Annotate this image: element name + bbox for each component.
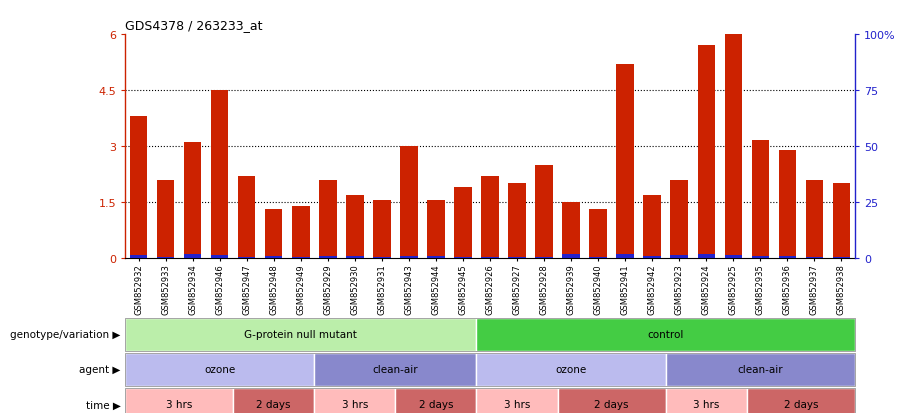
Bar — [562, 202, 580, 259]
Text: G-protein null mutant: G-protein null mutant — [244, 330, 357, 339]
Bar — [747, 388, 855, 413]
Bar — [832, 257, 850, 259]
Bar — [536, 165, 553, 259]
Bar — [644, 256, 661, 259]
Bar — [806, 257, 824, 259]
Bar — [670, 180, 688, 259]
Text: 2 days: 2 days — [784, 399, 818, 410]
Bar — [125, 353, 314, 386]
Text: genotype/variation ▶: genotype/variation ▶ — [10, 330, 121, 339]
Bar — [211, 255, 229, 259]
Bar — [752, 141, 770, 259]
Bar — [157, 180, 175, 259]
Bar — [233, 388, 314, 413]
Bar — [125, 318, 476, 351]
Bar — [292, 257, 310, 259]
Bar — [374, 201, 391, 259]
Text: 3 hrs: 3 hrs — [693, 399, 719, 410]
Text: time ▶: time ▶ — [86, 399, 121, 410]
Bar — [238, 257, 256, 259]
Bar — [314, 388, 395, 413]
Bar — [724, 35, 742, 259]
Bar — [319, 256, 337, 259]
Text: 3 hrs: 3 hrs — [166, 399, 193, 410]
Bar — [666, 353, 855, 386]
Bar — [752, 256, 770, 259]
Bar — [476, 388, 558, 413]
Bar — [806, 180, 824, 259]
Bar — [454, 188, 472, 259]
Bar — [395, 388, 476, 413]
Bar — [536, 257, 553, 259]
Text: GDS4378 / 263233_at: GDS4378 / 263233_at — [125, 19, 263, 32]
Text: 2 days: 2 days — [418, 399, 454, 410]
Bar — [558, 388, 666, 413]
Bar — [482, 257, 499, 259]
Text: ozone: ozone — [555, 365, 587, 375]
Bar — [616, 254, 634, 259]
Bar — [476, 353, 666, 386]
Bar — [562, 254, 580, 259]
Bar — [374, 257, 391, 259]
Bar — [428, 201, 445, 259]
Bar — [778, 256, 796, 259]
Bar — [400, 147, 418, 259]
Bar — [724, 255, 742, 259]
Bar — [778, 150, 796, 259]
Bar — [666, 388, 747, 413]
Bar — [616, 65, 634, 259]
Bar — [670, 255, 688, 259]
Bar — [346, 256, 364, 259]
Text: ozone: ozone — [204, 365, 235, 375]
Bar — [476, 318, 855, 351]
Text: 3 hrs: 3 hrs — [504, 399, 530, 410]
Text: 2 days: 2 days — [256, 399, 291, 410]
Bar — [184, 143, 202, 259]
Bar — [157, 258, 175, 259]
Text: control: control — [648, 330, 684, 339]
Bar — [454, 257, 472, 259]
Bar — [130, 255, 148, 259]
Text: agent ▶: agent ▶ — [79, 365, 121, 375]
Bar — [265, 210, 283, 259]
Text: 2 days: 2 days — [594, 399, 629, 410]
Bar — [125, 388, 233, 413]
Bar — [508, 184, 526, 259]
Text: clean-air: clean-air — [738, 365, 783, 375]
Bar — [314, 353, 476, 386]
Bar — [482, 176, 499, 259]
Bar — [698, 254, 716, 259]
Bar — [319, 180, 337, 259]
Text: 3 hrs: 3 hrs — [342, 399, 368, 410]
Bar — [238, 176, 256, 259]
Text: clean-air: clean-air — [373, 365, 418, 375]
Bar — [832, 184, 850, 259]
Bar — [428, 256, 445, 259]
Bar — [400, 256, 418, 259]
Bar — [698, 46, 716, 259]
Bar — [346, 195, 364, 259]
Bar — [508, 257, 526, 259]
Bar — [211, 91, 229, 259]
Bar — [590, 257, 607, 259]
Bar — [292, 206, 310, 259]
Bar — [184, 254, 202, 259]
Bar — [590, 210, 607, 259]
Bar — [644, 195, 661, 259]
Bar — [265, 256, 283, 259]
Bar — [130, 117, 148, 259]
